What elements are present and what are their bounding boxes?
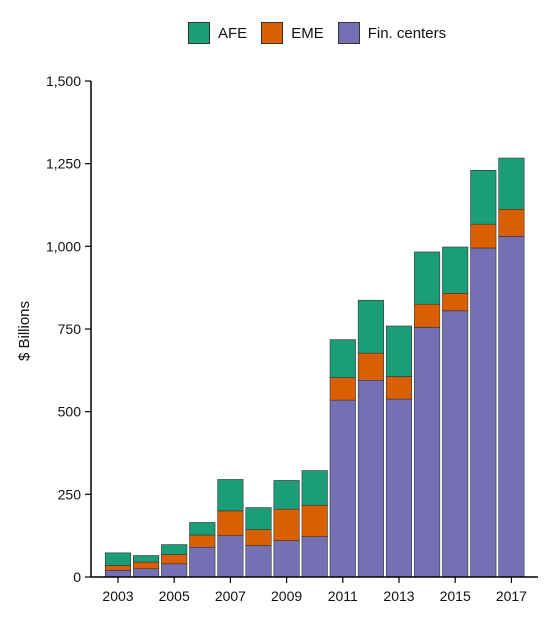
bar-segment-fin-centers-2017 (498, 236, 525, 578)
bar-segment-eme-2016 (470, 223, 497, 249)
bar-segment-eme-2007 (217, 510, 244, 536)
x-tick-label: 2017 (496, 588, 527, 604)
legend-item-eme: EME (261, 22, 324, 44)
bar-segment-afe-2005 (161, 544, 188, 555)
bar-segment-afe-2012 (357, 299, 384, 354)
bar-segment-eme-2013 (385, 376, 413, 400)
legend-item-fin-centers: Fin. centers (337, 22, 447, 44)
bar-segment-afe-2011 (329, 339, 356, 378)
bar-segment-fin-centers-2003 (104, 570, 132, 578)
bar-segment-eme-2009 (273, 508, 300, 541)
bar-segment-afe-2017 (498, 157, 525, 210)
legend-label-fin-centers: Fin. centers (367, 24, 447, 42)
x-tick-label: 2015 (440, 588, 471, 604)
legend-swatch-eme (261, 22, 284, 44)
bar-segment-fin-centers-2010 (301, 536, 328, 578)
y-axis-title: $ Billions (16, 301, 33, 361)
bar-segment-afe-2014 (414, 251, 441, 305)
bar-segment-eme-2011 (329, 377, 356, 401)
y-tick-label: 1,500 (46, 73, 81, 89)
bar-segment-afe-2009 (273, 480, 300, 510)
bar-segment-fin-centers-2013 (385, 398, 413, 578)
y-tick-label: 0 (73, 569, 81, 585)
y-tick-label: 1,000 (46, 238, 81, 254)
x-tick-label: 2013 (383, 588, 414, 604)
bar-segment-eme-2004 (133, 561, 160, 570)
bar-segment-fin-centers-2006 (189, 546, 216, 578)
bar-segment-eme-2010 (301, 504, 328, 537)
x-tick-label: 2011 (328, 588, 358, 604)
legend-swatch-afe (188, 22, 210, 44)
bar-segment-afe-2004 (133, 555, 160, 563)
bar-segment-fin-centers-2004 (133, 568, 160, 578)
bar-segment-fin-centers-2012 (357, 379, 384, 578)
bar-segment-eme-2012 (357, 352, 384, 381)
y-ticks-group: 0 250 500 750 1,000 1,250 1,500 (46, 73, 91, 585)
bar-segment-eme-2008 (245, 529, 272, 546)
bar-segment-eme-2014 (414, 303, 441, 328)
y-tick-label: 250 (58, 486, 82, 502)
x-tick-label: 2005 (159, 588, 190, 604)
legend-swatch-fin-centers (337, 22, 360, 44)
bars-group (104, 157, 525, 578)
bar-segment-fin-centers-2014 (414, 327, 441, 578)
legend: AFE EME Fin. centers (188, 22, 460, 44)
bar-segment-eme-2005 (161, 554, 188, 565)
bar-segment-afe-2010 (301, 470, 328, 506)
bar-segment-fin-centers-2015 (442, 310, 469, 578)
bar-segment-eme-2006 (189, 534, 216, 548)
bar-segment-afe-2016 (470, 169, 497, 225)
bar-segment-fin-centers-2007 (217, 535, 244, 578)
bar-segment-afe-2006 (189, 522, 216, 536)
bar-segment-afe-2003 (104, 552, 132, 566)
bar-segment-afe-2013 (385, 325, 413, 377)
x-tick-label: 2003 (102, 588, 133, 604)
bar-segment-fin-centers-2005 (161, 563, 188, 578)
x-tick-label: 2009 (271, 588, 302, 604)
bar-segment-afe-2008 (245, 507, 272, 531)
bar-segment-fin-centers-2008 (245, 545, 272, 578)
bar-segment-eme-2017 (498, 209, 525, 237)
x-ticks-group: 2003 2005 2007 2009 2011 2013 2015 2017 (102, 577, 527, 604)
bar-segment-eme-2015 (442, 292, 469, 312)
y-tick-label: 500 (58, 404, 82, 420)
bar-segment-afe-2007 (217, 479, 244, 512)
bar-segment-fin-centers-2011 (329, 399, 356, 578)
y-tick-label: 750 (58, 321, 82, 337)
bar-segment-afe-2015 (442, 246, 469, 294)
bar-segment-eme-2003 (104, 565, 132, 571)
y-tick-label: 1,250 (46, 156, 81, 172)
legend-label-afe: AFE (218, 24, 248, 42)
bar-segment-fin-centers-2016 (470, 247, 497, 578)
legend-label-eme: EME (291, 24, 324, 42)
legend-item-afe: AFE (188, 22, 247, 44)
x-tick-label: 2007 (215, 588, 246, 604)
bar-segment-fin-centers-2009 (273, 540, 300, 578)
